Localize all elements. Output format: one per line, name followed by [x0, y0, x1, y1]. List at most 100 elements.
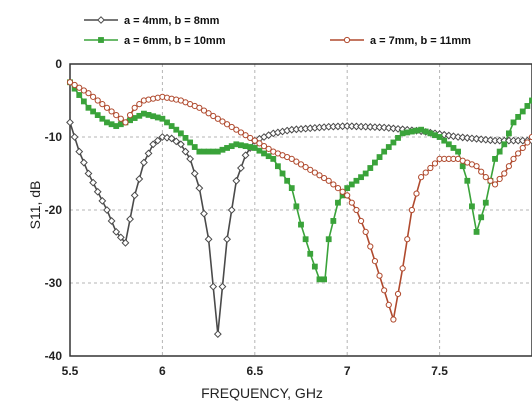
data-point: [79, 158, 88, 167]
data-point: [181, 147, 190, 156]
data-point: [481, 135, 490, 144]
data-point: [112, 227, 121, 236]
data-point: [505, 163, 512, 170]
data-point: [385, 301, 392, 308]
data-point: [450, 145, 457, 151]
data-point: [80, 87, 87, 94]
data-point: [149, 140, 158, 149]
data-point: [519, 144, 526, 152]
data-point: [477, 135, 486, 144]
data-point: [293, 203, 300, 210]
series-line-1: [69, 122, 532, 335]
data-point: [90, 93, 97, 100]
data-point: [325, 236, 332, 243]
data-point: [94, 112, 101, 118]
series-markers-2: [67, 79, 532, 283]
data-point: [302, 236, 309, 243]
data-point: [472, 134, 481, 143]
data-point: [288, 155, 295, 162]
data-point: [302, 164, 309, 171]
data-point: [93, 187, 102, 196]
legend: a = 4mm, b = 8mm a = 6mm, b = 10mm a = 7mm…: [84, 15, 471, 47]
data-point: [242, 132, 249, 139]
data-point: [209, 282, 218, 291]
data-point: [190, 169, 199, 178]
data-point: [344, 185, 351, 191]
data-point: [394, 290, 402, 298]
data-point: [487, 177, 494, 184]
data-point: [496, 148, 503, 155]
data-point: [126, 215, 134, 224]
data-point: [172, 137, 181, 146]
data-point: [168, 123, 175, 129]
data-point: [519, 108, 526, 115]
x-tick-labels: 5.5 6 6.5 7 7.5: [62, 364, 449, 378]
data-point: [353, 177, 360, 184]
data-point: [298, 221, 304, 228]
data-point: [98, 196, 107, 205]
data-point: [524, 103, 531, 109]
data-point: [182, 135, 189, 141]
data-point: [284, 177, 291, 184]
data-point: [117, 115, 124, 122]
data-point: [241, 151, 250, 160]
data-point: [473, 163, 480, 170]
grid: [70, 64, 532, 356]
data-point: [94, 97, 101, 104]
series-markers-3: [66, 79, 532, 323]
data-point: [195, 184, 204, 193]
data-point: [196, 104, 203, 111]
data-point: [316, 172, 323, 179]
data-point: [501, 141, 508, 148]
data-point: [367, 165, 374, 171]
x-tick-label: 7: [344, 364, 351, 378]
y-tick-labels: 0 -10 -20 -30 -40: [45, 57, 63, 363]
data-point: [478, 214, 485, 221]
data-point: [167, 134, 176, 143]
data-point: [389, 124, 398, 133]
data-point: [233, 126, 240, 133]
data-point: [418, 174, 425, 181]
data-point: [237, 164, 245, 172]
data-point: [85, 90, 92, 97]
data-point: [107, 217, 116, 225]
data-point: [90, 108, 96, 115]
data-point: [348, 181, 355, 188]
data-point: [288, 185, 295, 191]
data-point: [200, 107, 208, 114]
data-point: [404, 236, 411, 243]
data-point: [116, 233, 125, 242]
data-point: [76, 84, 83, 91]
data-point: [524, 139, 531, 146]
data-point: [122, 119, 129, 126]
data-point: [191, 144, 198, 150]
legend-item-3: a = 7mm, b = 11mm: [330, 35, 471, 47]
legend-marker: [98, 37, 104, 43]
data-point: [85, 104, 92, 111]
data-point: [187, 139, 194, 146]
data-point: [362, 228, 369, 235]
legend-label: a = 6mm, b = 10mm: [124, 35, 226, 47]
data-point: [297, 161, 305, 168]
data-point: [66, 79, 74, 86]
legend-label: a = 7mm, b = 11mm: [370, 35, 471, 47]
data-point: [103, 206, 111, 214]
data-point: [140, 158, 148, 167]
data-point: [348, 199, 355, 206]
data-point: [413, 190, 420, 197]
data-point: [454, 133, 462, 141]
data-point: [510, 119, 517, 126]
data-point: [223, 121, 231, 128]
data-point: [372, 159, 378, 166]
data-point: [528, 133, 532, 141]
data-point: [486, 136, 495, 145]
data-point: [247, 134, 254, 142]
y-axis-label: S11, dB: [27, 181, 43, 230]
legend-label: a = 4mm, b = 8mm: [124, 15, 220, 27]
data-point: [394, 124, 402, 133]
data-point: [76, 92, 83, 98]
data-point: [108, 108, 115, 115]
x-tick-label: 6: [159, 364, 166, 378]
data-point: [510, 155, 517, 162]
